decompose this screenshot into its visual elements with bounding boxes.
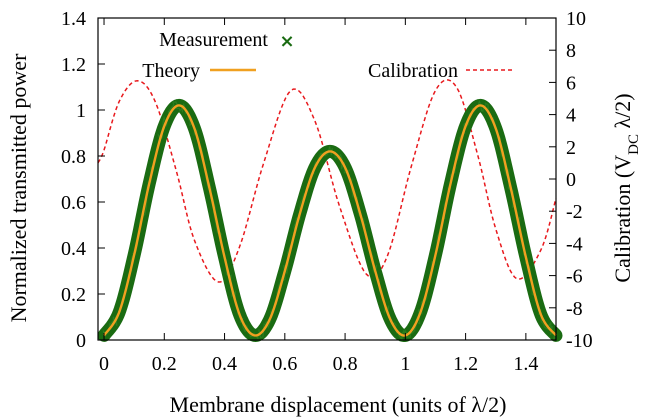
y-left-tick-label: 0.6 [61, 192, 86, 214]
y-axis-right-label-suffix: λ/2) [610, 93, 635, 134]
y-right-tick-label: 2 [566, 137, 576, 159]
y-right-tick-label: -6 [566, 266, 583, 288]
x-tick-label: 0.8 [333, 353, 358, 375]
y-axis-right-label-prefix: Calibration (V [610, 155, 635, 283]
series-measurement-noise [102, 99, 556, 343]
y-axis-right-label-sub: DC [626, 134, 642, 155]
y-right-tick-label: 6 [566, 72, 576, 94]
x-tick-label: 1 [400, 353, 410, 375]
y-left-tick-label: 1.4 [61, 8, 86, 30]
y-left-tick-label: 1 [76, 100, 86, 122]
ticks-layer: 0 0.2 0.4 0.6 0.8 1 1.2 1.4 0 0.2 0.4 0.6 0.8 1 1.2 1.4… [61, 8, 593, 375]
series-measurement-band [97, 98, 563, 343]
x-tick-label: 0.6 [272, 353, 297, 375]
x-tick-label: 0.2 [152, 353, 177, 375]
y-left-tick-label: 1.2 [61, 54, 86, 76]
x-tick-label: 1.2 [453, 353, 478, 375]
y-axis-right-label: Calibration (VDC λ/2) [610, 93, 642, 282]
y-right-tick-label: -2 [566, 201, 583, 223]
y-right-tick-label: 10 [566, 8, 586, 30]
y-right-tick-label: 0 [566, 169, 576, 191]
series-theory-line [103, 104, 557, 337]
legend-symbol-measurement: × [279, 31, 294, 52]
y-left-tick-label: 0 [76, 330, 86, 352]
legend-label-measurement: Measurement [159, 29, 268, 51]
legend: Measurement × Theory Calibration [142, 29, 512, 82]
y-right-tick-label: -10 [566, 330, 593, 352]
y-left-tick-label: 0.2 [61, 284, 86, 306]
y-right-tick-label: -8 [566, 298, 583, 320]
x-tick-label: 0.4 [212, 353, 237, 375]
y-right-tick-label: 4 [566, 105, 576, 127]
y-left-tick-label: 0.4 [61, 238, 86, 260]
x-tick-label: 0 [99, 353, 109, 375]
y-right-tick-label: -4 [566, 233, 583, 255]
series-layer [97, 79, 563, 343]
y-axis-left-label: Normalized transmitted power [6, 53, 31, 322]
x-axis-label: Membrane displacement (units of λ/2) [170, 392, 507, 417]
legend-label-theory: Theory [142, 60, 200, 82]
y-right-tick-label: 8 [566, 40, 576, 62]
x-tick-label: 1.4 [513, 353, 538, 375]
legend-label-calibration: Calibration [368, 60, 458, 82]
y-left-tick-label: 0.8 [61, 146, 86, 168]
